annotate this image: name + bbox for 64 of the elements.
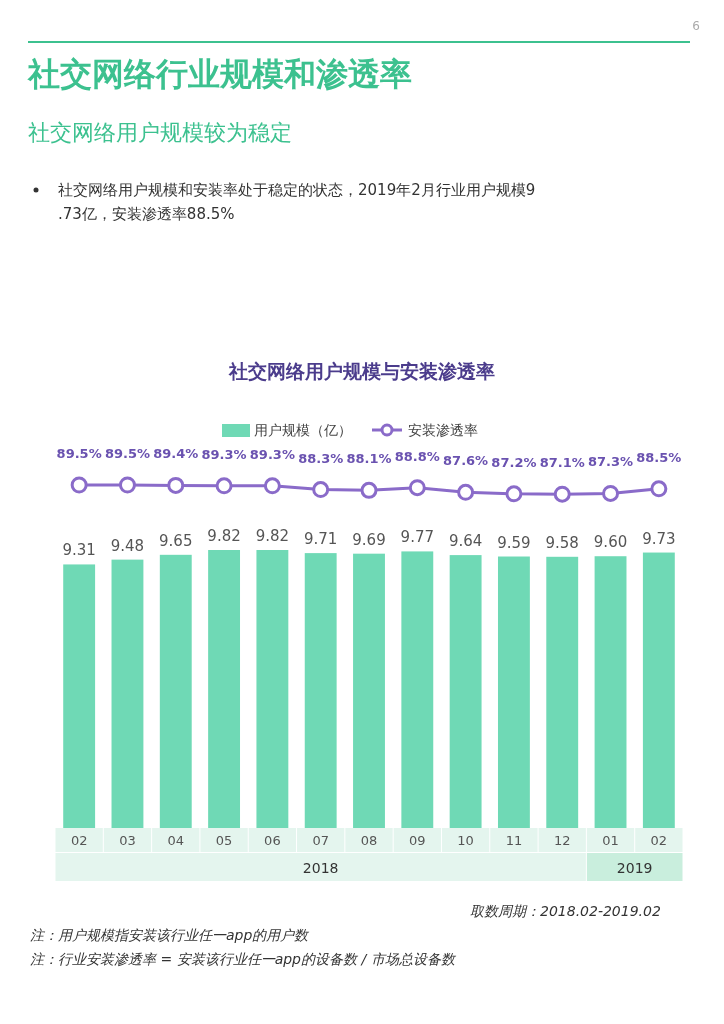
data-label: 9.65: [159, 531, 193, 550]
text: 取数周期：2018.02-2019.02: [470, 903, 661, 919]
text: 6: [692, 19, 700, 33]
x-tick-label: 10: [457, 833, 474, 848]
data-label: 9.58: [545, 533, 579, 552]
data-label: 9.69: [352, 530, 386, 549]
point: [505, 485, 523, 503]
text: 社交网络行业规模和渗透率: [27, 55, 412, 93]
x-tick-label: 06: [264, 833, 281, 848]
data-label: 87.3%: [587, 454, 634, 470]
data-label: 9.48: [110, 536, 145, 555]
data-label: 9.31: [62, 541, 96, 560]
x-tick-label: 05: [215, 833, 233, 848]
point: [650, 480, 668, 498]
x-tick-label: 11: [505, 833, 523, 848]
data-label: 89.3%: [201, 446, 247, 462]
x-tick-label: 12: [553, 833, 571, 848]
legend-label: 安装渗透率: [408, 422, 478, 438]
point: [167, 476, 185, 494]
data-label: 9.77: [400, 528, 435, 547]
point: [553, 485, 571, 503]
data-label: 89.5%: [104, 446, 151, 461]
data-label: 88.1%: [346, 451, 392, 467]
legend-label: 用户规模（亿）: [254, 422, 352, 438]
text: 社交网络用户规模较为稳定: [28, 120, 292, 145]
point: [215, 477, 233, 495]
data-label: 9.64: [448, 532, 483, 551]
text: 社交网络用户规模和安装率处于稳定的状态，2019年2月行业用户规模9.73亿，安装渗透率88.5%: [58, 181, 536, 223]
data-label: 9.60: [593, 533, 628, 552]
point: [263, 477, 281, 495]
data-label: 87.1%: [539, 455, 585, 471]
data-label: 88.5%: [636, 449, 682, 465]
data-label: 89.5%: [56, 446, 102, 461]
point: [408, 479, 426, 497]
text: 2019: [616, 860, 653, 876]
data-label: 9.73: [642, 529, 676, 548]
x-tick-label: 03: [119, 833, 136, 848]
text: 注：用户规模指安装该行业任一app的用户数: [30, 927, 311, 943]
text: 2018: [302, 860, 339, 876]
x-tick-label: 02: [70, 833, 88, 848]
data-label: 87.6%: [443, 453, 489, 469]
data-label: 89.4%: [153, 446, 199, 462]
point: [118, 476, 136, 494]
data-label: 9.71: [303, 530, 338, 549]
x-tick-label: 07: [312, 833, 329, 848]
data-label: 9.82: [207, 527, 241, 545]
data-label: 9.82: [255, 527, 290, 545]
point: [70, 476, 88, 494]
point: [360, 481, 378, 499]
data-label: 88.3%: [298, 450, 344, 466]
point: [312, 481, 330, 499]
data-label: 88.8%: [394, 448, 440, 464]
data-label: 9.59: [497, 533, 531, 552]
x-tick-label: 02: [650, 833, 668, 848]
point: [457, 483, 475, 501]
x-tick-label: 04: [167, 833, 185, 848]
point: [602, 484, 620, 502]
text: 注：行业安装渗透率 = 安装该行业任一app的设备数 / 市场总设备数: [30, 951, 457, 967]
data-label: 87.2%: [491, 454, 537, 470]
data-label: 89.3%: [249, 446, 295, 462]
chart-title: 社交网络用户规模与安装渗透率: [228, 360, 495, 382]
x-tick-label: 08: [360, 833, 378, 848]
x-tick-label: 09: [409, 833, 426, 848]
x-tick-label: 01: [602, 833, 619, 848]
